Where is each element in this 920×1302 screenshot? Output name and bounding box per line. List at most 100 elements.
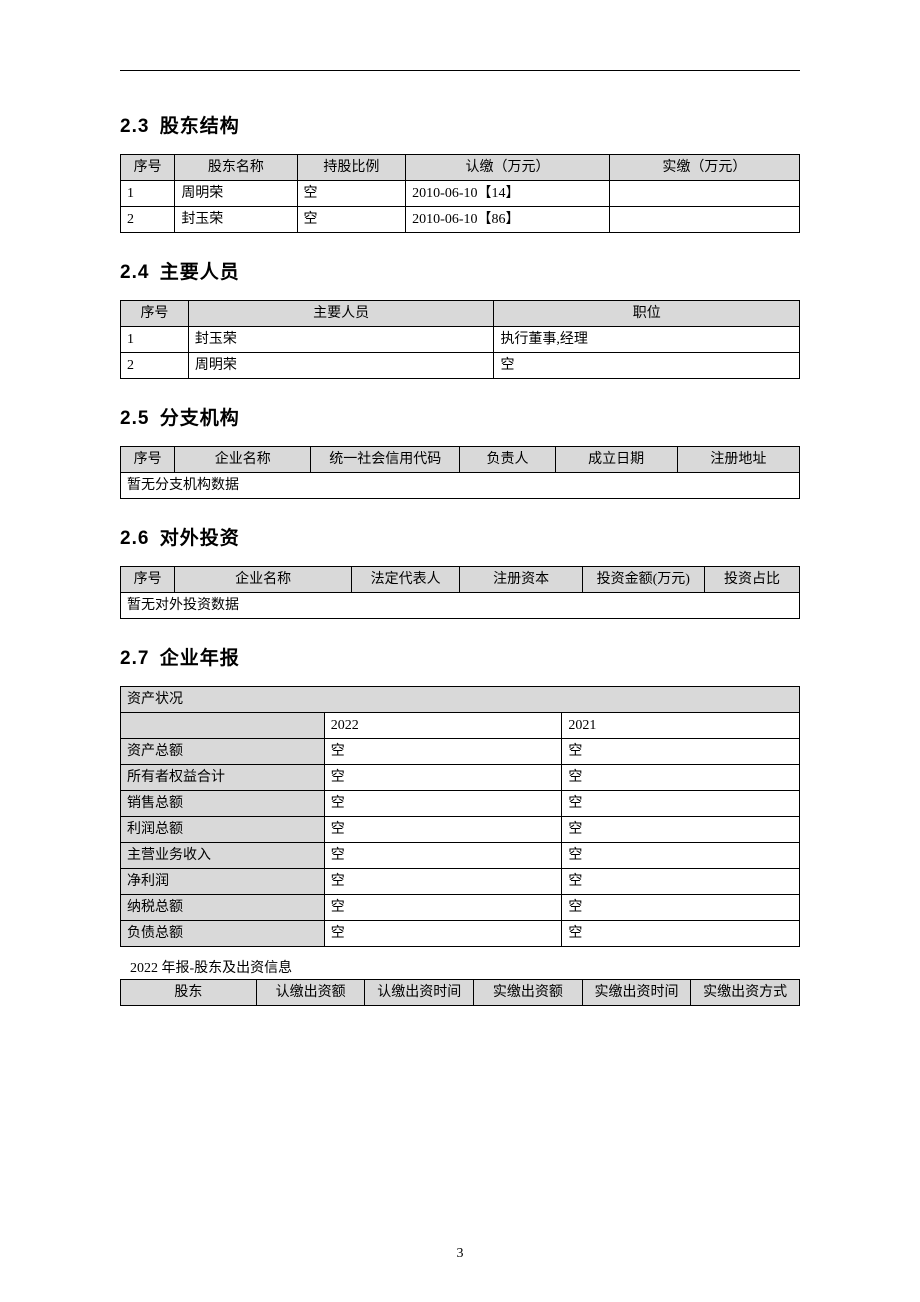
- cell-a: 空: [324, 739, 562, 765]
- col-position: 职位: [494, 301, 800, 327]
- year-b: 2021: [562, 713, 800, 739]
- row-label: 净利润: [121, 869, 325, 895]
- investment-table: 序号 企业名称 法定代表人 注册资本 投资金额(万元) 投资占比 暂无对外投资数…: [120, 566, 800, 619]
- table-empty-row: 暂无对外投资数据: [121, 593, 800, 619]
- cell-index: 1: [121, 181, 175, 207]
- cell-a: 空: [324, 843, 562, 869]
- col-capital: 注册资本: [460, 567, 582, 593]
- row-label: 所有者权益合计: [121, 765, 325, 791]
- table-header-row: 股东 认缴出资额 认缴出资时间 实缴出资额 实缴出资时间 实缴出资方式: [121, 980, 800, 1006]
- cell-ratio: 空: [297, 181, 406, 207]
- cell-b: 空: [562, 843, 800, 869]
- cell-b: 空: [562, 765, 800, 791]
- table-row: 销售总额空空: [121, 791, 800, 817]
- col-index: 序号: [121, 301, 189, 327]
- cell-subscribed: 2010-06-10【86】: [406, 207, 610, 233]
- cell-index: 2: [121, 353, 189, 379]
- cell-ratio: 空: [297, 207, 406, 233]
- cell-position: 空: [494, 353, 800, 379]
- row-label: 负债总额: [121, 921, 325, 947]
- row-label: 销售总额: [121, 791, 325, 817]
- cell-a: 空: [324, 921, 562, 947]
- key-personnel-table: 序号 主要人员 职位 1 封玉荣 执行董事,经理 2 周明荣 空: [120, 300, 800, 379]
- table-title-row: 资产状况: [121, 687, 800, 713]
- section-2-6-heading: 2.6 对外投资: [120, 523, 800, 550]
- cell-b: 空: [562, 791, 800, 817]
- table-header-row: 序号 主要人员 职位: [121, 301, 800, 327]
- col-uscc: 统一社会信用代码: [311, 447, 460, 473]
- section-2-3-heading: 2.3 股东结构: [120, 111, 800, 138]
- row-label: 主营业务收入: [121, 843, 325, 869]
- section-2-5-heading: 2.5 分支机构: [120, 403, 800, 430]
- section-num: 2.3: [120, 116, 149, 137]
- section-title: 企业年报: [160, 648, 240, 669]
- top-horizontal-rule: [120, 70, 800, 71]
- empty-message: 暂无对外投资数据: [121, 593, 800, 619]
- table-row: 主营业务收入空空: [121, 843, 800, 869]
- col-paid-amount: 实缴出资额: [474, 980, 583, 1006]
- col-sub-amount: 认缴出资额: [256, 980, 365, 1006]
- table-row: 负债总额空空: [121, 921, 800, 947]
- cell-index: 1: [121, 327, 189, 353]
- section-num: 2.7: [120, 648, 149, 669]
- cell-subscribed: 2010-06-10【14】: [406, 181, 610, 207]
- table-row: 纳税总额空空: [121, 895, 800, 921]
- blank-header: [121, 713, 325, 739]
- col-index: 序号: [121, 155, 175, 181]
- row-label: 纳税总额: [121, 895, 325, 921]
- asset-title: 资产状况: [121, 687, 800, 713]
- table-empty-row: 暂无分支机构数据: [121, 473, 800, 499]
- cell-b: 空: [562, 869, 800, 895]
- table-header-row: 序号 企业名称 法定代表人 注册资本 投资金额(万元) 投资占比: [121, 567, 800, 593]
- table-row: 1 封玉荣 执行董事,经理: [121, 327, 800, 353]
- col-person: 负责人: [460, 447, 555, 473]
- table-row: 利润总额空空: [121, 817, 800, 843]
- cell-b: 空: [562, 895, 800, 921]
- col-ratio: 持股比例: [297, 155, 406, 181]
- col-shareholder: 股东: [121, 980, 257, 1006]
- cell-b: 空: [562, 817, 800, 843]
- section-num: 2.6: [120, 528, 149, 549]
- table-row: 1 周明荣 空 2010-06-10【14】: [121, 181, 800, 207]
- table-row: 净利润空空: [121, 869, 800, 895]
- col-index: 序号: [121, 447, 175, 473]
- section-title: 分支机构: [160, 408, 240, 429]
- cell-a: 空: [324, 817, 562, 843]
- cell-a: 空: [324, 869, 562, 895]
- col-addr: 注册地址: [677, 447, 799, 473]
- section-title: 股东结构: [160, 116, 240, 137]
- section-title: 主要人员: [160, 262, 240, 283]
- table-row: 资产总额空空: [121, 739, 800, 765]
- contribution-caption: 2022 年报-股东及出资信息: [130, 957, 800, 977]
- table-year-row: 2022 2021: [121, 713, 800, 739]
- col-person: 主要人员: [188, 301, 494, 327]
- col-paid-time: 实缴出资时间: [582, 980, 691, 1006]
- table-row: 2 封玉荣 空 2010-06-10【86】: [121, 207, 800, 233]
- table-row: 2 周明荣 空: [121, 353, 800, 379]
- col-index: 序号: [121, 567, 175, 593]
- table-row: 所有者权益合计空空: [121, 765, 800, 791]
- row-label: 资产总额: [121, 739, 325, 765]
- col-name: 企业名称: [175, 567, 352, 593]
- section-title: 对外投资: [160, 528, 240, 549]
- page-number: 3: [0, 1246, 920, 1262]
- section-2-4-heading: 2.4 主要人员: [120, 257, 800, 284]
- section-2-7-heading: 2.7 企业年报: [120, 643, 800, 670]
- cell-person: 周明荣: [188, 353, 494, 379]
- col-subscribed: 认缴（万元）: [406, 155, 610, 181]
- table-header-row: 序号 企业名称 统一社会信用代码 负责人 成立日期 注册地址: [121, 447, 800, 473]
- col-date: 成立日期: [555, 447, 677, 473]
- empty-message: 暂无分支机构数据: [121, 473, 800, 499]
- cell-b: 空: [562, 739, 800, 765]
- section-num: 2.4: [120, 262, 149, 283]
- col-amount: 投资金额(万元): [582, 567, 704, 593]
- cell-b: 空: [562, 921, 800, 947]
- shareholder-structure-table: 序号 股东名称 持股比例 认缴（万元） 实缴（万元） 1 周明荣 空 2010-…: [120, 154, 800, 233]
- col-paid: 实缴（万元）: [609, 155, 799, 181]
- cell-a: 空: [324, 791, 562, 817]
- col-rep: 法定代表人: [351, 567, 460, 593]
- col-sub-time: 认缴出资时间: [365, 980, 474, 1006]
- col-paid-method: 实缴出资方式: [691, 980, 800, 1006]
- table-header-row: 序号 股东名称 持股比例 认缴（万元） 实缴（万元）: [121, 155, 800, 181]
- cell-a: 空: [324, 895, 562, 921]
